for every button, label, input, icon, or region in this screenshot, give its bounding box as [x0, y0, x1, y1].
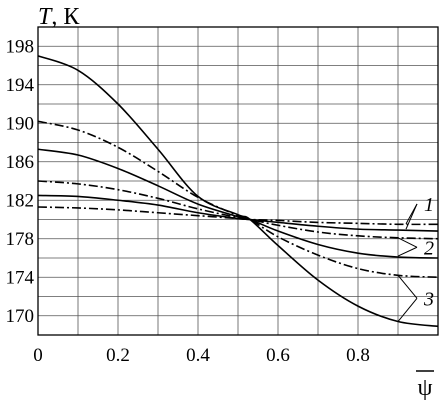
annotation-leader-2-2	[397, 246, 418, 257]
series-line-1	[37, 55, 439, 328]
y-tick-label-3: 182	[6, 190, 35, 211]
y-tick-labels: 170 174 178 182 186 190 194 198	[6, 36, 35, 327]
annotation-leader-2-1	[397, 237, 418, 248]
x-tick-label-3: 0.6	[266, 345, 290, 366]
y-tick-label-2: 178	[6, 229, 35, 250]
grid-lines	[37, 26, 439, 336]
curve-label-3: 3	[423, 288, 434, 310]
y-axis-symbol: T	[38, 4, 53, 30]
x-tick-label-4: 0.8	[346, 345, 370, 366]
curve-label-2: 2	[424, 237, 434, 259]
x-tick-labels: 0 0.2 0.4 0.6 0.8	[33, 345, 370, 366]
plot-frame	[37, 26, 439, 336]
annotation-leader-1-2	[405, 203, 418, 230]
y-tick-label-4: 186	[6, 152, 35, 173]
x-axis-title: ψ	[416, 370, 434, 401]
x-tick-label-1: 0.2	[106, 345, 130, 366]
x-axis-symbol: ψ	[417, 375, 432, 401]
annotation-leader-3-2	[397, 297, 418, 322]
y-tick-label-0: 170	[6, 306, 35, 327]
y-tick-label-6: 194	[6, 75, 35, 96]
curve-label-1: 1	[424, 194, 434, 216]
y-axis-title: T, К	[38, 4, 80, 30]
series-line-2	[37, 120, 439, 279]
annotation-group: 1 2 3	[397, 194, 434, 322]
y-tick-label-1: 174	[6, 267, 35, 288]
series-line-6	[37, 206, 439, 226]
y-tick-label-5: 190	[6, 113, 35, 134]
annotation-leader-3-1	[397, 275, 418, 299]
y-tick-label-7: 198	[6, 36, 35, 57]
series-group	[37, 55, 439, 328]
y-axis-unit: , К	[51, 4, 80, 30]
x-tick-label-0: 0	[33, 345, 43, 366]
x-tick-label-2: 0.4	[186, 345, 210, 366]
